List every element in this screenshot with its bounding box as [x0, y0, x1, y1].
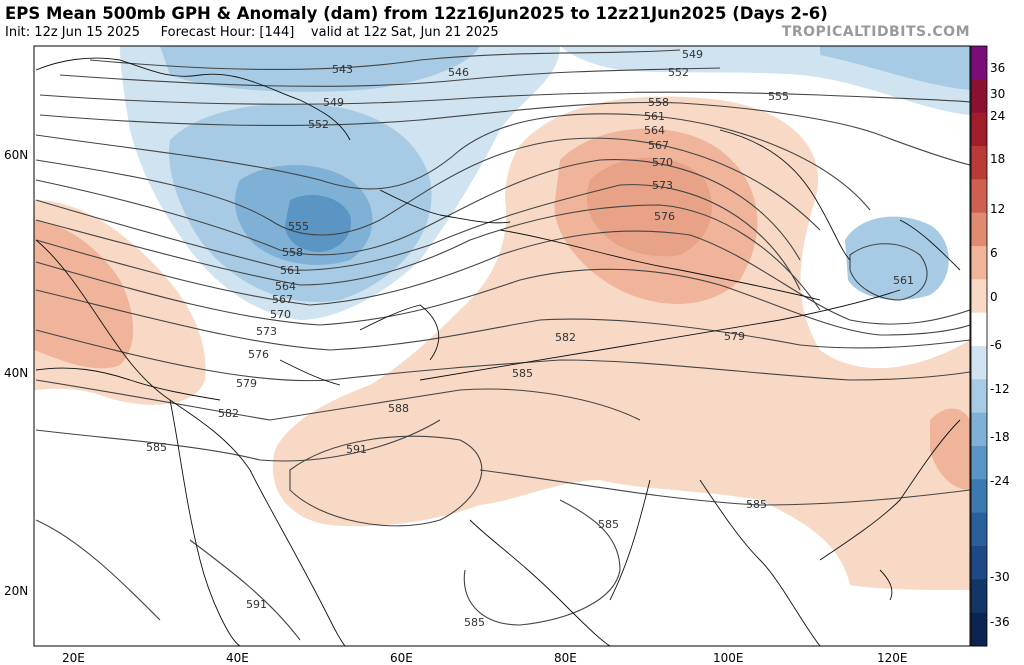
colorbar-swatch [971, 479, 987, 514]
colorbar-swatch [971, 112, 987, 147]
contour-label: 582 [555, 331, 576, 344]
lon-label: 120E [877, 651, 908, 665]
contour-label: 543 [332, 63, 353, 76]
contour-label: 588 [388, 402, 409, 415]
coastlines [35, 57, 961, 646]
forecast-hour: Forecast Hour: [144] [160, 25, 295, 40]
colorbar-swatch [971, 179, 987, 214]
lon-label: 60E [390, 651, 413, 665]
contour-label: 567 [272, 293, 293, 306]
contour-label: 567 [648, 139, 669, 152]
lat-label: 40N [4, 366, 28, 380]
negative-anomaly-shading [120, 46, 970, 320]
contour-label: 579 [724, 330, 745, 343]
colorbar-label: 6 [990, 246, 998, 260]
colorbar-label: -36 [990, 615, 1010, 629]
colorbar-swatch [971, 512, 987, 547]
contour-label: 591 [246, 598, 267, 611]
contour-label: 564 [644, 124, 665, 137]
map-title: EPS Mean 500mb GPH & Anomaly (dam) from … [5, 4, 828, 23]
contour-label: 561 [280, 264, 301, 277]
colorbar-swatch [971, 546, 987, 580]
contour-label: 570 [652, 156, 673, 169]
colorbar-label: -18 [990, 430, 1010, 444]
lon-label: 20E [62, 651, 85, 665]
contour-label: 549 [323, 96, 344, 109]
contour-label: 558 [282, 246, 303, 259]
contour-label: 549 [682, 48, 703, 61]
contour-label: 573 [652, 179, 673, 192]
brand-watermark: TROPICALTIDBITS.COM [781, 24, 970, 40]
contour-label: 576 [654, 210, 675, 223]
lon-label: 40E [226, 651, 249, 665]
colorbar-swatch [971, 46, 987, 80]
contour-label: 585 [512, 367, 533, 380]
lat-label: 60N [4, 148, 28, 162]
contour-label: 582 [218, 407, 239, 420]
colorbar-label: -12 [990, 382, 1010, 396]
contour-label: 555 [288, 220, 309, 233]
lon-label: 100E [713, 651, 744, 665]
colorbar-label: 0 [990, 290, 998, 304]
lat-label: 20N [4, 584, 28, 598]
contour-label: 564 [275, 280, 296, 293]
longitude-labels: 20E 40E 60E 80E 100E 120E [62, 651, 908, 665]
map-subtitle: Init: 12z Jun 15 2025 Forecast Hour: [14… [5, 25, 499, 40]
contour-label: 546 [448, 66, 469, 79]
contour-label: 555 [768, 90, 789, 103]
colorbar-swatch [971, 312, 987, 347]
contour-label: 585 [746, 498, 767, 511]
positive-anomaly-shading [34, 96, 970, 590]
contour-label: 552 [308, 118, 329, 131]
colorbar-swatch [971, 279, 987, 314]
contour-labels: 543 546 549 552 549 552 555 558 561 564 … [146, 48, 914, 629]
colorbar-swatch [971, 379, 987, 414]
contour-label: 561 [893, 274, 914, 287]
colorbar [970, 45, 988, 647]
colorbar-label: 24 [990, 109, 1005, 123]
colorbar-swatch [971, 579, 987, 614]
contour-label: 576 [248, 348, 269, 361]
init-time: Init: 12z Jun 15 2025 [5, 25, 140, 40]
colorbar-label: -6 [990, 338, 1002, 352]
contour-label: 558 [648, 96, 669, 109]
colorbar-swatch [971, 146, 987, 180]
colorbar-swatch [971, 412, 987, 447]
colorbar-frame [970, 45, 988, 647]
plot-frame [33, 45, 971, 647]
colorbar-swatch [971, 446, 987, 480]
height-contours [35, 49, 970, 641]
latitude-labels: 60N 40N 20N [4, 148, 28, 598]
colorbar-label: 18 [990, 152, 1005, 166]
valid-time: valid at 12z Sat, Jun 21 2025 [310, 25, 499, 40]
contour-label: 585 [464, 616, 485, 629]
colorbar-label: 36 [990, 61, 1005, 75]
contour-label: 552 [668, 66, 689, 79]
colorbar-label: -24 [990, 474, 1010, 488]
contour-label: 585 [598, 518, 619, 531]
colorbar-label: 12 [990, 202, 1005, 216]
colorbar-label: 30 [990, 87, 1005, 101]
contour-label: 585 [146, 441, 167, 454]
contour-label: 573 [256, 325, 277, 338]
colorbar-labels: 36 30 24 18 12 6 0 -6 -12 -18 -24 -30 -3… [990, 61, 1010, 629]
contour-label: 591 [346, 443, 367, 456]
contour-label: 579 [236, 377, 257, 390]
colorbar-swatch [971, 246, 987, 280]
colorbar-swatch [971, 612, 987, 647]
colorbar-swatch [971, 212, 987, 247]
contour-label: 561 [644, 110, 665, 123]
colorbar-swatch [971, 346, 987, 380]
lon-label: 80E [554, 651, 577, 665]
colorbar-swatch [971, 79, 987, 114]
colorbar-label: -30 [990, 570, 1010, 584]
contour-label: 570 [270, 308, 291, 321]
